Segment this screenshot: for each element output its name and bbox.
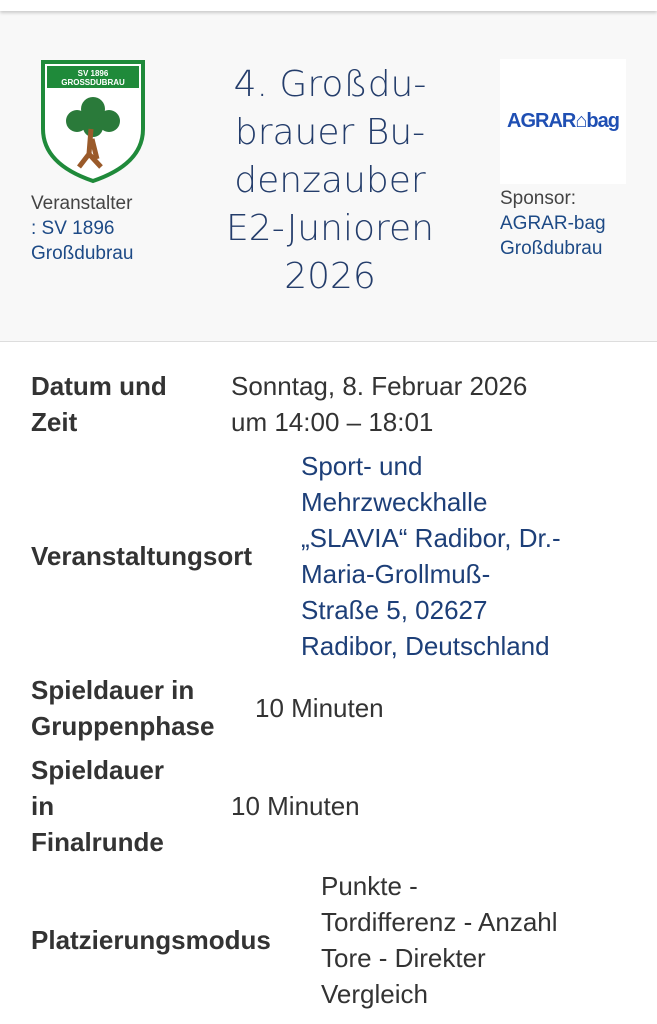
event-header: SV 1896 GROSSDUBRAU Veranstalter : SV 18… [0, 11, 657, 342]
venue-link[interactable]: Sport- und Mehrzweckhalle „SLAVIA“ Radibor… [301, 451, 561, 661]
agrar-bag-logo[interactable]: AGRAR⌂bag [500, 59, 626, 184]
top-bar [0, 0, 657, 11]
organizer-link[interactable]: : SV 1896 Großdubrau [31, 218, 134, 264]
detail-label: Platzierungsmodus [31, 925, 271, 955]
sponsor-caption: Sponsor: AGRAR-bag Großdubrau [500, 186, 630, 261]
agrar-logo-text: AGRAR⌂bag [507, 110, 620, 132]
detail-label: Veranstaltungsort [31, 541, 253, 571]
detail-value: 10 Minuten [231, 791, 360, 821]
detail-value: 10 Minuten [255, 693, 384, 723]
organizer-caption: Veranstalter : SV 1896 Großdubrau [31, 191, 156, 266]
sponsor: AGRAR⌂bag Sponsor: AGRAR-bag Großdubrau [500, 59, 630, 261]
detail-label: Spieldauer in Gruppenphase [31, 675, 215, 741]
detail-value: Sonntag, 8. Februar 2026 um 14:00 – 18:01 [231, 371, 528, 437]
organizer-label: Veranstalter [31, 193, 133, 214]
organizer: SV 1896 GROSSDUBRAU Veranstalter : SV 18… [31, 59, 156, 266]
sponsor-label: Sponsor: [500, 188, 577, 209]
detail-label: Spieldauer in Finalrunde [31, 755, 164, 857]
event-title: 4. Großdu-brauer Bu-denzauber E2-Junioren… [226, 64, 434, 297]
svg-text:SV 1896: SV 1896 [78, 69, 109, 78]
sponsor-link[interactable]: AGRAR-bag Großdubrau [500, 213, 606, 259]
detail-row-group-duration: Spieldauer in Gruppenphase 10 Minuten [31, 672, 631, 744]
sv-1896-logo[interactable]: SV 1896 GROSSDUBRAU [39, 59, 147, 184]
detail-row-ranking-mode: Platzierungsmodus Punkte - Tordifferenz -… [31, 868, 631, 1012]
event-details: Datum und Zeit Sonntag, 8. Februar 2026 um… [31, 368, 631, 1020]
svg-text:GROSSDUBRAU: GROSSDUBRAU [61, 78, 125, 87]
detail-value: Punkte - Tordifferenz - Anzahl Tore - Dire… [321, 871, 558, 1009]
detail-row-date: Datum und Zeit Sonntag, 8. Februar 2026 um… [31, 368, 631, 440]
detail-label: Datum und Zeit [31, 371, 167, 437]
detail-row-venue: Veranstaltungsort Sport- und Mehrzweckhal… [31, 448, 631, 664]
detail-row-final-duration: Spieldauer in Finalrunde 10 Minuten [31, 752, 631, 860]
